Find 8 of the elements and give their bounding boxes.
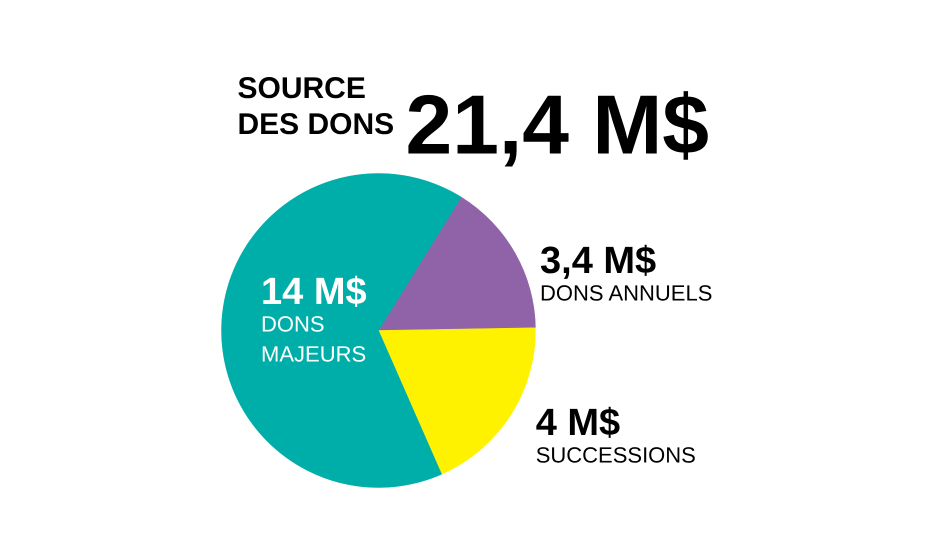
chart-subtitle: 21,4 M$ [406,78,710,172]
data-label: 4 M$ [536,402,620,444]
data-label: 14 M$ [261,271,367,314]
slice-label: DONS MAJEURS [261,312,366,367]
slice-label: SUCCESSIONS [536,442,696,468]
data-label: 3,4 M$ [540,240,656,282]
slice-label: DONS ANNUELS [540,280,712,306]
chart-title: SOURCE DES DONS [238,72,394,141]
